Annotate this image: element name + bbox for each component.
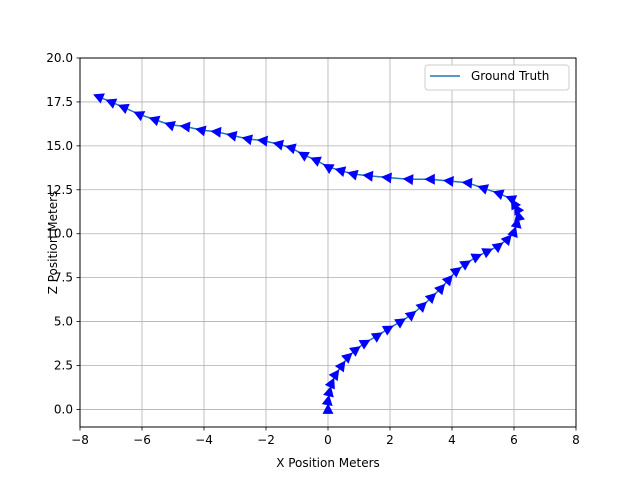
y-tick-label: 7.5 xyxy=(54,271,73,285)
trajectory-markers xyxy=(93,93,525,414)
trajectory-marker xyxy=(424,173,435,185)
trajectory-marker xyxy=(148,115,161,127)
trajectory-marker xyxy=(402,174,414,186)
trajectory-marker xyxy=(459,260,471,271)
trajectory-marker xyxy=(348,346,361,357)
trajectory-marker xyxy=(507,226,518,239)
trajectory-marker xyxy=(179,121,191,133)
trajectory-marker xyxy=(481,248,494,259)
trajectory-marker xyxy=(434,283,446,296)
x-axis-ticks: −8 −6 −4 −2 0 2 4 6 8 xyxy=(71,427,580,447)
trajectory-marker xyxy=(380,172,392,184)
trajectory-marker xyxy=(321,394,333,407)
trajectory-marker xyxy=(491,242,504,254)
y-tick-label: 15.0 xyxy=(46,139,73,153)
y-axis-ticks: 0.0 2.5 5.0 7.5 10.0 12.5 15.0 17.5 20.0 xyxy=(46,51,80,416)
x-tick-label: −8 xyxy=(71,433,89,447)
y-tick-label: 0.0 xyxy=(54,402,73,416)
trajectory-marker xyxy=(322,163,335,174)
x-axis-label: X Position Meters xyxy=(276,456,380,470)
y-tick-label: 5.0 xyxy=(54,315,73,329)
legend: Ground Truth xyxy=(424,64,570,91)
trajectory-marker xyxy=(195,125,207,137)
x-tick-label: 4 xyxy=(448,433,456,447)
x-tick-label: −2 xyxy=(257,433,275,447)
legend-box xyxy=(424,64,570,91)
trajectory-marker xyxy=(324,377,335,390)
trajectory-marker xyxy=(310,156,322,167)
x-tick-label: 2 xyxy=(386,433,394,447)
grid-lines xyxy=(79,57,577,427)
legend-label: Ground Truth xyxy=(471,69,549,83)
trajectory-marker xyxy=(341,352,353,364)
trajectory-marker xyxy=(477,184,490,195)
trajectory-marker xyxy=(441,274,453,287)
y-tick-label: 2.5 xyxy=(54,359,73,373)
trajectory-marker xyxy=(442,175,454,187)
trajectory-marker xyxy=(362,170,374,182)
trajectory-marker xyxy=(404,310,417,322)
x-tick-label: 6 xyxy=(510,433,518,447)
trajectory-marker xyxy=(105,98,118,109)
trajectory-marker xyxy=(297,151,310,162)
trajectory-marker xyxy=(226,130,238,142)
x-tick-label: −6 xyxy=(133,433,151,447)
y-axis-label: Z Position Meters xyxy=(46,191,60,295)
y-tick-label: 12.5 xyxy=(46,183,73,197)
trajectory-marker xyxy=(117,103,130,115)
trajectory-marker xyxy=(358,339,371,350)
trajectory-marker xyxy=(334,360,346,373)
trajectory-marker xyxy=(415,301,427,313)
trajectory-marker xyxy=(322,403,334,414)
trajectory-marker xyxy=(505,195,518,206)
trajectory-marker xyxy=(500,234,512,247)
trajectory-marker xyxy=(424,292,437,305)
trajectory-marker xyxy=(492,189,505,200)
trajectory-marker xyxy=(272,139,285,151)
trajectory-marker xyxy=(449,266,462,278)
y-tick-label: 17.5 xyxy=(46,95,73,109)
y-tick-label: 10.0 xyxy=(46,227,73,241)
x-tick-label: 8 xyxy=(572,433,580,447)
trajectory-marker xyxy=(164,121,176,132)
y-tick-label: 20.0 xyxy=(46,51,73,65)
trajectory-marker xyxy=(285,143,297,155)
trajectory-marker xyxy=(210,126,222,138)
trajectory-marker xyxy=(381,325,394,336)
trajectory-marker xyxy=(323,386,334,398)
x-tick-label: 0 xyxy=(324,433,332,447)
trajectory-marker xyxy=(394,318,406,329)
trajectory-marker xyxy=(461,177,473,189)
x-tick-label: −4 xyxy=(195,433,213,447)
trajectory-marker xyxy=(241,134,254,146)
trajectory-marker xyxy=(93,93,105,104)
trajectory-marker xyxy=(470,253,483,264)
trajectory-marker xyxy=(328,369,340,382)
trajectory-marker xyxy=(347,169,359,181)
trajectory-marker xyxy=(334,166,347,177)
trajectory-marker xyxy=(133,111,146,122)
trajectory-marker xyxy=(370,332,383,343)
trajectory-marker xyxy=(256,135,268,147)
